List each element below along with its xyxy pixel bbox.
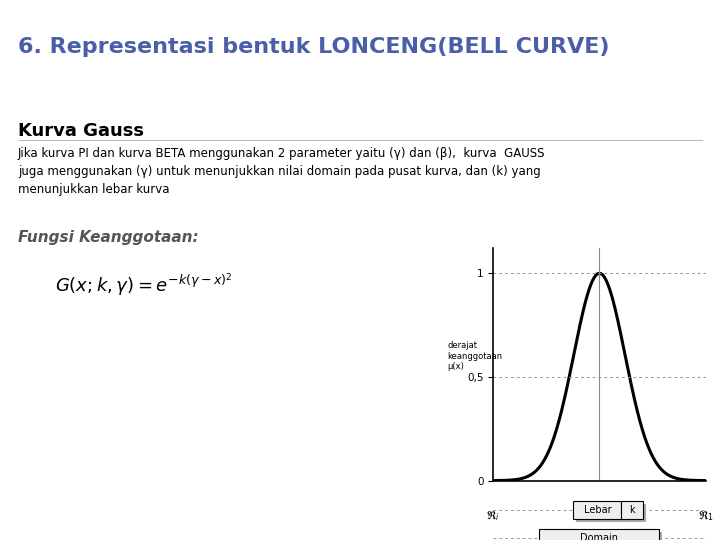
Text: 6. Representasi bentuk LONCENG(BELL CURVE): 6. Representasi bentuk LONCENG(BELL CURV… bbox=[18, 37, 610, 57]
FancyBboxPatch shape bbox=[573, 501, 621, 519]
FancyBboxPatch shape bbox=[539, 529, 660, 540]
Text: Kurva Gauss: Kurva Gauss bbox=[18, 122, 144, 139]
FancyBboxPatch shape bbox=[577, 504, 624, 522]
Text: Domain: Domain bbox=[580, 533, 618, 540]
Text: $G(x; k, \gamma) = e^{-k(\gamma - x)^2}$: $G(x; k, \gamma) = e^{-k(\gamma - x)^2}$ bbox=[55, 272, 233, 299]
FancyBboxPatch shape bbox=[621, 501, 644, 519]
Text: Jika kurva PI dan kurva BETA menggunakan 2 parameter yaitu (γ) dan (β),  kurva  : Jika kurva PI dan kurva BETA menggunakan… bbox=[18, 146, 546, 159]
Text: Lebar: Lebar bbox=[584, 505, 611, 515]
FancyBboxPatch shape bbox=[549, 278, 600, 296]
Text: derajat
keanggotaan
μ(x): derajat keanggotaan μ(x) bbox=[448, 341, 503, 371]
Text: γ: γ bbox=[607, 278, 614, 291]
Text: juga menggunakan (γ) untuk menunjukkan nilai domain pada pusat kurva, dan (k) ya: juga menggunakan (γ) untuk menunjukkan n… bbox=[18, 165, 541, 178]
Text: menunjukkan lebar kurva: menunjukkan lebar kurva bbox=[18, 183, 169, 195]
FancyBboxPatch shape bbox=[546, 275, 598, 293]
FancyBboxPatch shape bbox=[624, 504, 647, 522]
FancyBboxPatch shape bbox=[603, 278, 624, 296]
Text: $\mathfrak{R}_1$: $\mathfrak{R}_1$ bbox=[698, 510, 714, 523]
Text: Fungsi Keanggotaan:: Fungsi Keanggotaan: bbox=[18, 230, 199, 245]
Text: k: k bbox=[629, 505, 635, 515]
FancyBboxPatch shape bbox=[600, 275, 621, 293]
Text: $\mathfrak{R}_i$: $\mathfrak{R}_i$ bbox=[486, 510, 500, 523]
Text: Pusat: Pusat bbox=[558, 279, 585, 289]
FancyBboxPatch shape bbox=[542, 532, 662, 540]
